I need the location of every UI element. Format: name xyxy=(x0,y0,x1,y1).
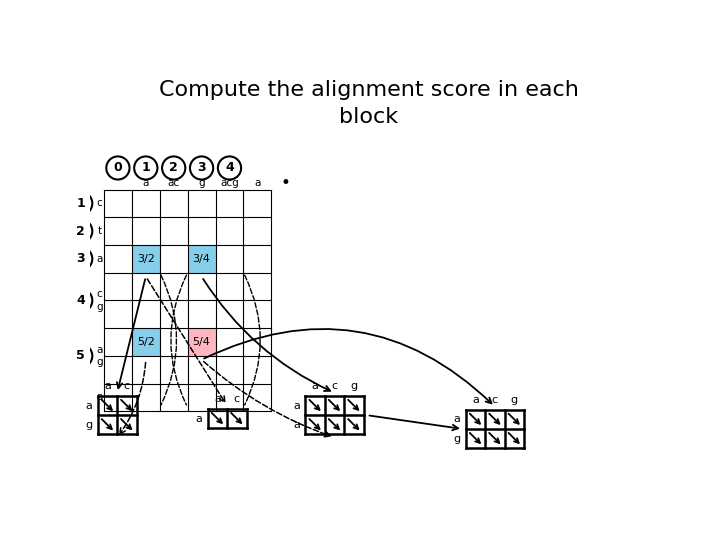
Text: a: a xyxy=(472,395,479,405)
Bar xyxy=(132,328,160,356)
Text: c
g: c g xyxy=(96,289,103,312)
Text: block: block xyxy=(339,107,399,127)
Text: acg: acg xyxy=(220,178,239,188)
Text: 0: 0 xyxy=(114,161,122,174)
Text: a: a xyxy=(96,393,102,402)
Text: •: • xyxy=(280,174,290,192)
Text: c: c xyxy=(331,381,338,391)
Text: a: a xyxy=(293,401,300,410)
Text: a: a xyxy=(454,414,461,424)
Text: c: c xyxy=(234,394,240,404)
Text: c: c xyxy=(492,395,498,405)
Text: 3/4: 3/4 xyxy=(193,254,210,264)
Bar xyxy=(188,328,215,356)
Text: 5: 5 xyxy=(76,349,85,362)
Text: g: g xyxy=(85,420,92,430)
Text: 5/2: 5/2 xyxy=(137,337,155,347)
Text: c: c xyxy=(124,381,130,391)
Text: 5/4: 5/4 xyxy=(193,337,210,347)
Text: g: g xyxy=(198,178,205,188)
Text: ac: ac xyxy=(168,178,180,188)
Text: a: a xyxy=(96,254,102,264)
Text: 3/2: 3/2 xyxy=(137,254,155,264)
Text: 2: 2 xyxy=(76,225,85,238)
Text: g: g xyxy=(351,381,357,391)
Bar xyxy=(132,245,160,273)
Text: t: t xyxy=(97,226,102,236)
Text: a: a xyxy=(293,420,300,430)
Text: a: a xyxy=(86,401,92,410)
Text: 3: 3 xyxy=(197,161,206,174)
Text: a: a xyxy=(143,178,149,188)
Text: a: a xyxy=(214,394,221,404)
Bar xyxy=(188,245,215,273)
Text: 1: 1 xyxy=(76,197,85,210)
Text: 3: 3 xyxy=(76,252,85,265)
Text: a: a xyxy=(196,414,202,423)
Text: 4: 4 xyxy=(76,294,85,307)
Text: 4: 4 xyxy=(225,161,234,174)
Text: c: c xyxy=(96,198,102,208)
Text: g: g xyxy=(454,434,461,444)
Text: g: g xyxy=(510,395,518,405)
Text: a: a xyxy=(312,381,318,391)
Text: Compute the alignment score in each: Compute the alignment score in each xyxy=(159,80,579,100)
Text: a: a xyxy=(104,381,111,391)
Text: 1: 1 xyxy=(141,161,150,174)
Text: a
g: a g xyxy=(96,345,103,367)
Text: a: a xyxy=(254,178,261,188)
Text: 2: 2 xyxy=(169,161,178,174)
